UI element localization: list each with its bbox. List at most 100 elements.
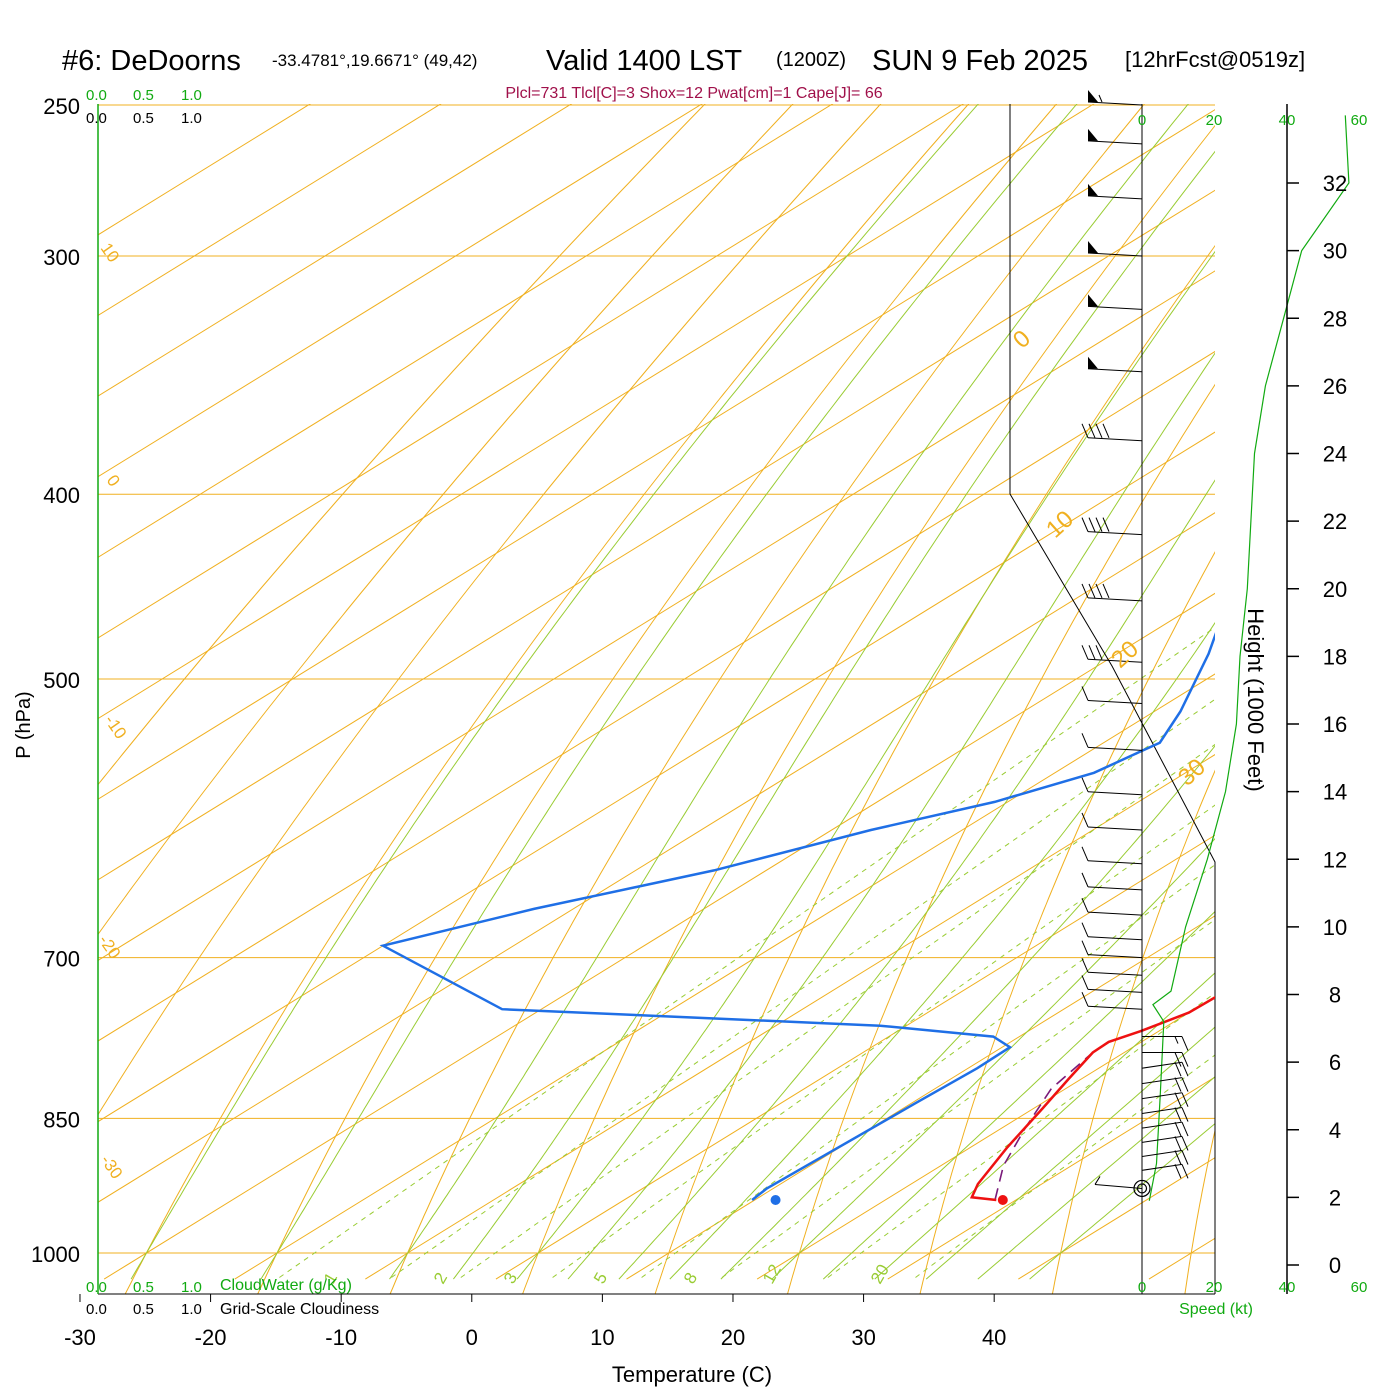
moist-adiabat-5 — [567, 352, 1215, 1280]
barb-feather — [1174, 1052, 1182, 1067]
mixing-ratio-label-12: 12 — [759, 1261, 785, 1287]
mixing-ratio-label-8: 8 — [680, 1269, 701, 1287]
height-label-10: 10 — [1323, 915, 1347, 940]
dry-adiabat--60 — [98, 104, 706, 786]
barb-staff — [1087, 911, 1143, 916]
barb-staff — [1087, 988, 1143, 993]
cloudiness-tick-top-0: 0.0 — [86, 110, 107, 127]
speed-tick-bottom-0: 0 — [1138, 1279, 1146, 1296]
dry-adiabat--50 — [98, 104, 794, 936]
barb-feather — [1081, 812, 1089, 828]
pressure-label-250: 250 — [43, 94, 80, 119]
barb-feather — [1181, 1092, 1189, 1107]
wind-barb-10 — [1142, 1036, 1189, 1051]
barb-staff — [1087, 699, 1143, 704]
wind-barb-30 — [1087, 183, 1143, 200]
barb-staff — [1087, 954, 1143, 959]
wind-barb-20 — [1081, 777, 1143, 796]
barb-feather — [1081, 846, 1089, 861]
barb-feather — [1081, 897, 1089, 913]
barb-feather — [1081, 583, 1089, 599]
cloudiness-tick-top-2: 1.0 — [181, 110, 202, 127]
height-label-12: 12 — [1323, 847, 1347, 872]
barb-feather — [1181, 1164, 1189, 1179]
isotherm--40 — [98, 512, 1215, 1203]
height-label-16: 16 — [1323, 712, 1347, 737]
dry-adiabat-label-10: 10 — [97, 239, 123, 265]
height-label-8: 8 — [1329, 983, 1341, 1008]
x-tick-label--20: -20 — [195, 1325, 227, 1350]
dry-adiabat-40 — [1051, 769, 1215, 1294]
barb-staff — [1087, 195, 1143, 200]
wind-barb-24 — [1081, 583, 1143, 602]
isotherm-10 — [626, 915, 1215, 1280]
wind-barb-31 — [1087, 128, 1143, 145]
isotherm--120 — [98, 104, 834, 558]
dry-adiabat--20 — [257, 104, 1058, 1294]
isotherm--150 — [98, 104, 442, 317]
isotherm--110 — [98, 104, 964, 639]
wind-barb-2 — [1141, 1150, 1189, 1165]
barb-staff — [1087, 531, 1143, 536]
height-label-28: 28 — [1323, 306, 1347, 331]
wind-barb-22 — [1081, 686, 1143, 704]
wind-barb-3 — [1141, 1135, 1189, 1151]
right-boundary — [1009, 104, 1216, 1294]
speed-tick-bottom-2: 40 — [1279, 1279, 1296, 1296]
wind-barb-5 — [1141, 1107, 1189, 1122]
x-tick-label-20: 20 — [721, 1325, 745, 1350]
barb-staff — [1087, 305, 1143, 310]
barb-feather — [1095, 423, 1103, 438]
moist-adiabat-8 — [720, 745, 1215, 1280]
barb-feather — [1081, 777, 1089, 792]
cloudwater-label: CloudWater (g/Kg) — [220, 1277, 352, 1294]
barb-feather — [1174, 1077, 1182, 1092]
pressure-label-850: 850 — [43, 1107, 80, 1132]
x-tick-label-40: 40 — [982, 1325, 1006, 1350]
height-label-24: 24 — [1323, 442, 1347, 467]
barb-feather — [1181, 1052, 1189, 1067]
dry-adiabat--40 — [98, 104, 882, 1116]
dry-adiabat-label--10: -10 — [101, 711, 131, 742]
moist-adiabat-0 — [130, 104, 979, 1280]
barb-staff — [1087, 791, 1143, 796]
moist-adiabat-6 — [618, 479, 1215, 1280]
temperature-line — [969, 995, 1215, 1202]
barb-staff — [1087, 101, 1143, 106]
barb-feather — [1174, 1164, 1182, 1179]
wind-barb-14 — [1081, 940, 1143, 959]
height-label-22: 22 — [1323, 509, 1347, 534]
barb-feather — [1095, 583, 1103, 599]
x-axis-title: Temperature (C) — [612, 1362, 772, 1387]
indices-line: Plcl=731 Tlcl[C]=3 Shox=12 Pwat[cm]=1 Ca… — [505, 85, 882, 102]
height-label-32: 32 — [1323, 171, 1347, 196]
forecast-date: SUN 9 Feb 2025 — [872, 45, 1088, 77]
isotherm--50 — [98, 431, 1215, 1123]
wind-barb-29 — [1087, 240, 1143, 257]
cloudwater-tick-top-2: 1.0 — [181, 87, 202, 104]
station-coords: -33.4781°,19.6671° (49,42) — [272, 51, 477, 70]
speed-tick-bottom-3: 60 — [1351, 1279, 1368, 1296]
barb-staff — [1087, 826, 1143, 831]
barb-feather — [1174, 1092, 1182, 1107]
barb-pennant — [1088, 240, 1098, 253]
wind-barb-16 — [1081, 897, 1143, 916]
cloudwater-tick-bottom-0: 0.0 — [86, 1279, 107, 1296]
isotherm--130 — [98, 104, 703, 478]
barb-staff — [1087, 140, 1143, 145]
wind-barb-12 — [1081, 975, 1143, 993]
wind-barb-9 — [1142, 1052, 1189, 1067]
barb-staff — [1087, 886, 1143, 891]
moist-adiabat-11 — [874, 972, 1215, 1280]
barb-staff — [1087, 252, 1143, 257]
pressure-label-300: 300 — [43, 245, 80, 270]
cloudwater-tick-bottom-1: 0.5 — [133, 1279, 154, 1296]
wind-barb-6 — [1141, 1092, 1189, 1107]
height-label-26: 26 — [1323, 374, 1347, 399]
barb-feather — [1081, 957, 1089, 973]
calm-staff — [1094, 1183, 1143, 1189]
barb-feather — [1174, 1150, 1182, 1165]
barb-feather — [1081, 686, 1089, 701]
wind-barb-8 — [1141, 1061, 1189, 1077]
height-label-14: 14 — [1323, 780, 1347, 805]
